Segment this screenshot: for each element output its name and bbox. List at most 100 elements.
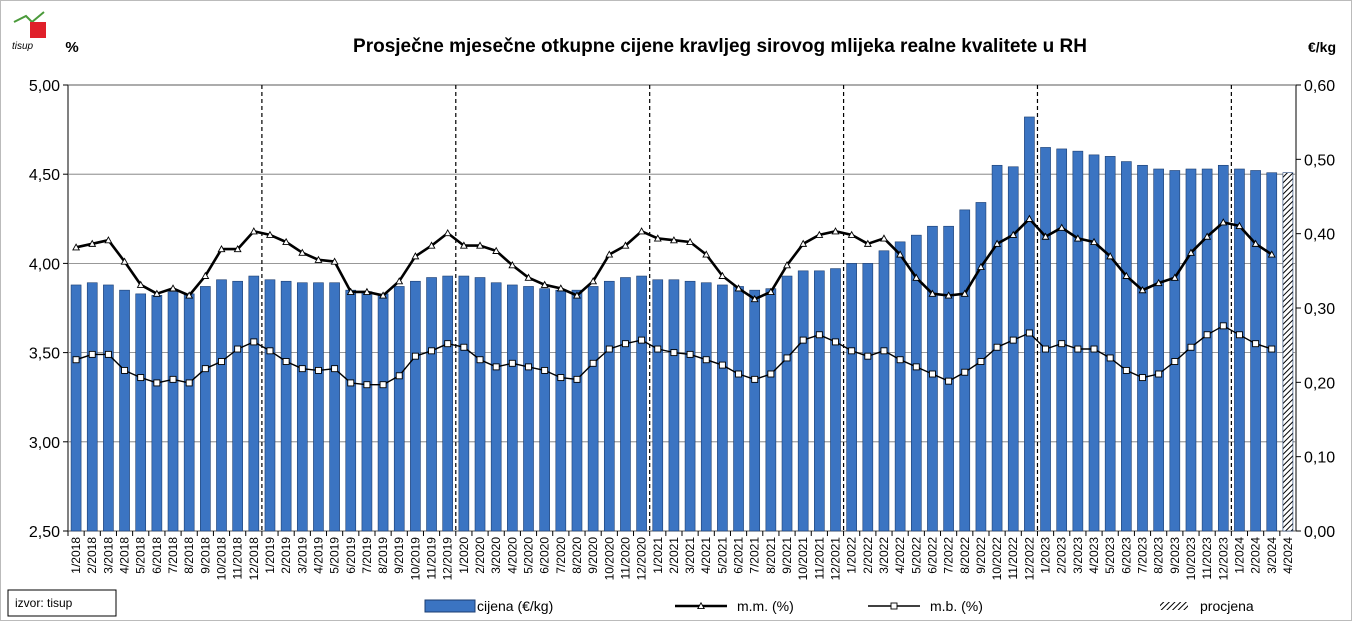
- marker: [72, 356, 80, 364]
- bar: [1040, 147, 1051, 532]
- bar: [442, 275, 454, 532]
- marker: [169, 375, 177, 383]
- marker: [928, 289, 937, 297]
- x-tick-label: 5/2020: [522, 537, 536, 574]
- marker: [783, 354, 791, 362]
- x-tick-label: 8/2018: [182, 537, 196, 574]
- x-tick-label: 5/2018: [134, 537, 148, 574]
- x-tick-label: 11/2018: [231, 537, 245, 580]
- marker: [960, 289, 969, 297]
- marker: [201, 365, 209, 373]
- marker: [654, 345, 662, 353]
- bar: [749, 289, 761, 532]
- bar: [846, 263, 857, 532]
- marker: [767, 370, 775, 378]
- marker: [395, 277, 404, 285]
- x-tick-label: 1/2023: [1039, 537, 1053, 574]
- marker: [1090, 345, 1098, 353]
- marker: [476, 356, 484, 364]
- marker: [314, 366, 322, 374]
- marker: [896, 250, 905, 258]
- bar: [668, 279, 680, 532]
- marker: [1009, 230, 1018, 238]
- bar: [927, 225, 938, 532]
- x-tick-label: 7/2020: [554, 537, 568, 574]
- marker: [1154, 278, 1163, 287]
- bar: [571, 289, 583, 532]
- marker: [363, 381, 371, 389]
- x-tick-label: 7/2018: [166, 537, 180, 574]
- x-tick-label: 10/2022: [990, 537, 1004, 581]
- x-tick-label: 7/2019: [360, 537, 374, 574]
- marker: [201, 271, 210, 279]
- x-tick-label: 7/2023: [1136, 537, 1150, 574]
- y-tick-label: 4,00: [29, 256, 60, 273]
- marker: [298, 248, 307, 256]
- y2-tick-label: 0,40: [1304, 227, 1335, 244]
- x-tick-label: 1/2022: [845, 537, 859, 574]
- marker: [890, 602, 898, 610]
- bar: [216, 279, 227, 532]
- x-tick-label: 6/2022: [925, 537, 939, 574]
- bar: [1250, 170, 1261, 532]
- marker: [815, 230, 824, 238]
- bar: [765, 288, 777, 532]
- marker: [72, 243, 81, 251]
- y-tick-label: 3,00: [29, 435, 60, 452]
- marker: [1219, 218, 1228, 226]
- bar: [1234, 168, 1245, 532]
- marker: [831, 227, 840, 235]
- marker: [347, 379, 355, 387]
- marker: [88, 239, 97, 247]
- x-tick-label: 1/2019: [263, 537, 277, 574]
- x-tick-label: 5/2022: [909, 537, 923, 574]
- y2-tick-label: 0,00: [1304, 524, 1335, 541]
- bar: [345, 289, 357, 532]
- marker: [185, 379, 193, 387]
- x-tick-label: 12/2022: [1022, 537, 1036, 581]
- x-tick-label: 9/2019: [392, 537, 406, 574]
- marker: [152, 289, 161, 297]
- marker: [508, 359, 516, 367]
- bar: [1072, 150, 1084, 532]
- marker: [1139, 374, 1146, 382]
- x-tick-label: 5/2023: [1103, 537, 1117, 574]
- marker: [298, 365, 306, 373]
- marker: [1122, 366, 1130, 374]
- bar: [975, 202, 987, 532]
- marker: [702, 250, 711, 258]
- legend-label: cijena (€/kg): [477, 598, 553, 614]
- marker: [120, 257, 129, 265]
- x-tick-label: 6/2019: [344, 537, 358, 574]
- marker: [557, 374, 565, 382]
- bar: [797, 270, 809, 532]
- bar: [474, 277, 486, 532]
- legend-label: procjena: [1200, 598, 1254, 614]
- marker: [428, 347, 436, 355]
- chart-title: Prosječne mjesečne otkupne cijene kravlj…: [353, 36, 1087, 57]
- marker: [460, 343, 468, 351]
- marker: [977, 358, 985, 365]
- bar: [232, 280, 243, 532]
- bar: [361, 291, 373, 532]
- bar: [183, 293, 195, 532]
- marker: [928, 370, 936, 378]
- x-tick-label: 8/2019: [376, 537, 390, 574]
- marker: [1090, 237, 1098, 246]
- marker: [88, 350, 96, 358]
- bar: [717, 284, 728, 532]
- marker: [1138, 286, 1147, 294]
- marker: [282, 237, 291, 246]
- logo-text: tisup: [12, 41, 34, 52]
- bar: [830, 268, 841, 532]
- x-tick-label: 8/2023: [1152, 537, 1166, 574]
- x-tick-label: 10/2020: [602, 537, 616, 581]
- x-tick-label: 4/2023: [1087, 537, 1101, 574]
- marker: [686, 237, 695, 246]
- y2-tick-label: 0,60: [1304, 78, 1335, 95]
- x-tick-label: 9/2021: [780, 537, 794, 574]
- x-tick-label: 3/2018: [101, 537, 115, 574]
- marker: [750, 294, 759, 303]
- marker: [621, 241, 630, 249]
- marker: [492, 363, 500, 371]
